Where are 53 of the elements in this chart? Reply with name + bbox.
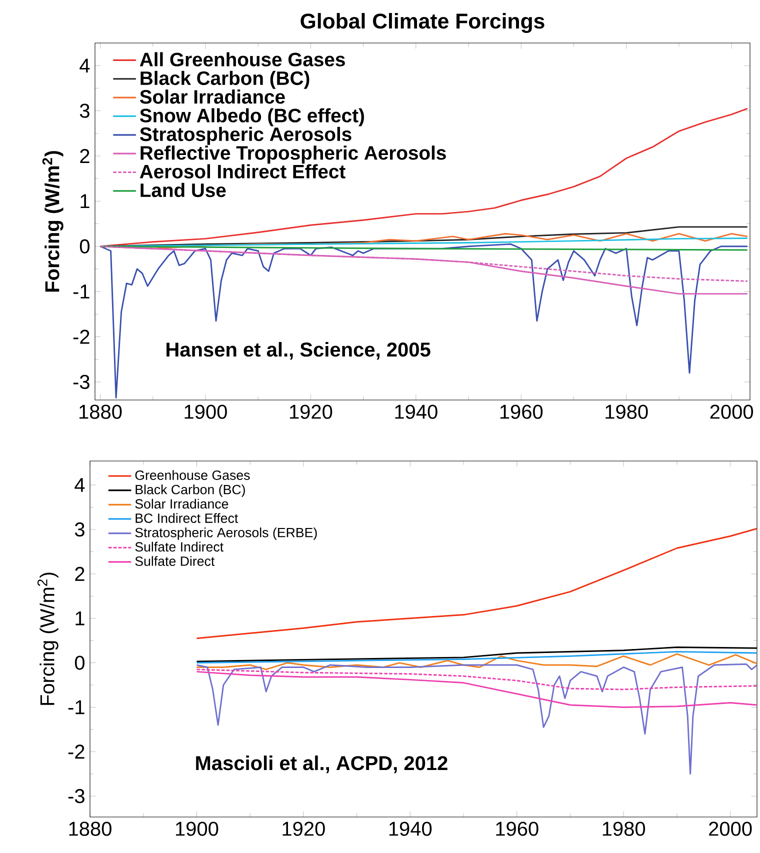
x-tick-label: 1980 bbox=[602, 822, 646, 836]
y-axis-title: Forcing (W/m$^{2}$) bbox=[37, 572, 58, 705]
x-tick-label: 1880 bbox=[69, 822, 112, 836]
y-tick-label: 4 bbox=[80, 58, 90, 72]
chart-title: Global Climate Forcings bbox=[300, 13, 544, 33]
y-axis-title: Forcing (W/m$^{2}$) bbox=[42, 151, 64, 292]
x-tick-label: 1900 bbox=[176, 822, 218, 836]
x-tick-label: 1900 bbox=[184, 404, 227, 419]
x-tick-label: 1940 bbox=[395, 404, 438, 419]
y-tick-label: -2 bbox=[68, 744, 84, 759]
legend-label: Stratospheric Aerosols (ERBE) bbox=[135, 527, 317, 540]
y-tick-label: 2 bbox=[75, 566, 84, 581]
x-tick-label: 2000 bbox=[710, 404, 754, 419]
y-tick-label: 1 bbox=[76, 611, 84, 626]
y-tick-label: 3 bbox=[80, 104, 90, 118]
line-series bbox=[196, 653, 757, 670]
x-tick-label: 1960 bbox=[500, 404, 543, 419]
x-tick-label: 2000 bbox=[709, 822, 752, 836]
y-tick-label: -2 bbox=[73, 330, 90, 344]
legend-label: Sulfate Indirect bbox=[135, 542, 224, 552]
y-tick-label: 0 bbox=[80, 239, 90, 254]
y-tick-label: -1 bbox=[73, 284, 90, 298]
x-tick-label: 1920 bbox=[290, 404, 332, 419]
annotation: Hansen et al., Science, 2005 bbox=[166, 342, 430, 360]
legend-label: Sulfate Direct bbox=[135, 556, 215, 566]
y-tick-label: 4 bbox=[74, 478, 85, 492]
legend-label: Solar Irradiance bbox=[140, 90, 285, 104]
legend-label: BC Indirect Effect bbox=[136, 513, 238, 523]
x-tick-label: 1960 bbox=[496, 822, 538, 836]
legend-label: Stratospheric Aerosols bbox=[140, 126, 352, 145]
line-series bbox=[196, 650, 757, 664]
y-tick-label: -1 bbox=[68, 700, 84, 714]
x-tick-label: 1880 bbox=[80, 404, 122, 419]
y-tick-label: -3 bbox=[73, 374, 90, 390]
y-tick-label: 1 bbox=[80, 194, 90, 208]
legend-label: Solar Irradiance bbox=[135, 498, 228, 509]
legend-label: Reflective Tropospheric Aerosols bbox=[140, 146, 446, 164]
legend-label: Black Carbon (BC) bbox=[140, 70, 310, 89]
legend-label: Aerosol Indirect Effect bbox=[140, 164, 346, 178]
legend-label: Greenhouse Gases bbox=[135, 470, 250, 480]
y-tick-label: 2 bbox=[80, 149, 90, 163]
legend-label: Land Use bbox=[140, 182, 226, 198]
y-tick-label: -3 bbox=[68, 789, 84, 804]
legend-label: Snow Albedo (BC effect) bbox=[140, 108, 364, 126]
annotation: Mascioli et al., ACPD, 2012 bbox=[196, 756, 448, 774]
x-tick-label: 1980 bbox=[606, 404, 648, 419]
x-tick-label: 1920 bbox=[282, 822, 325, 836]
legend-label: All Greenhouse Gases bbox=[140, 52, 345, 66]
line-series bbox=[100, 226, 748, 248]
legend-label: Black Carbon (BC) bbox=[136, 484, 245, 497]
x-tick-label: 1940 bbox=[389, 822, 432, 836]
y-tick-label: 3 bbox=[74, 522, 84, 537]
y-tick-label: 0 bbox=[74, 656, 84, 670]
